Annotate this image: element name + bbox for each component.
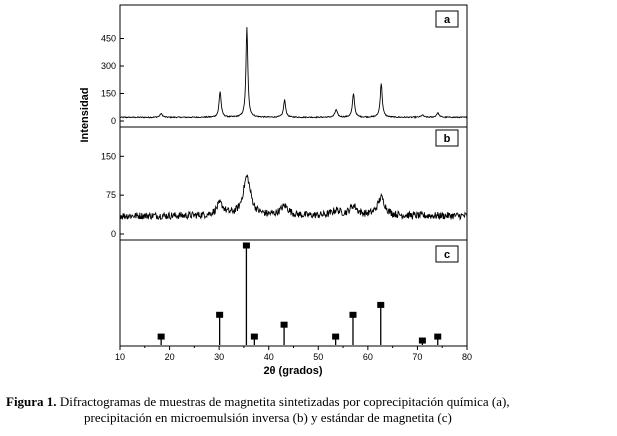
- series-a-line: [119, 27, 468, 119]
- panel-c-frame: [119, 239, 468, 347]
- panel-a-label-box: [435, 10, 459, 28]
- panel-a: 0 150 300 450 a: [101, 4, 468, 128]
- x-tick-label: 70: [412, 352, 422, 362]
- panel-c: c: [119, 239, 468, 347]
- reference-marker: [280, 321, 288, 328]
- panel-b-frame: [119, 126, 468, 241]
- x-axis: 10 20 30 40 50 60 70 80: [115, 346, 472, 362]
- y-axis-title: Intensidad: [79, 87, 91, 142]
- x-axis-title: 2θ (grados): [263, 365, 322, 377]
- caption-line-1: Difractogramas de muestras de magnetita …: [56, 394, 510, 409]
- panel-a-frame: [119, 4, 468, 128]
- panel-c-label: c: [444, 249, 450, 261]
- panel-b-label: b: [444, 133, 451, 145]
- y-tick-label: 150: [101, 89, 116, 99]
- y-tick-label: 0: [111, 116, 116, 126]
- panel-a-label: a: [444, 14, 451, 26]
- x-tick-label: 50: [313, 352, 323, 362]
- caption-prefix: Figura 1.: [6, 394, 57, 409]
- y-tick-label: 450: [101, 34, 116, 44]
- x-tick-label: 10: [115, 352, 125, 362]
- panel-c-label-box: [435, 245, 459, 263]
- x-tick-label: 40: [264, 352, 274, 362]
- panel-b-label-box: [435, 129, 459, 147]
- x-tick-label: 60: [363, 352, 373, 362]
- y-tick-label: 150: [101, 151, 116, 161]
- x-tick-label: 80: [462, 352, 472, 362]
- reference-marker: [332, 333, 340, 340]
- reference-marker: [434, 333, 442, 340]
- reference-marker: [418, 337, 426, 344]
- y-tick-label: 300: [101, 61, 116, 71]
- figure-caption: Figura 1. Difractogramas de muestras de …: [6, 394, 612, 426]
- y-tick-label: 75: [106, 190, 116, 200]
- reference-marker: [216, 311, 224, 318]
- reference-marker: [250, 333, 258, 340]
- x-tick-label: 20: [165, 352, 175, 362]
- reference-marker: [157, 333, 165, 340]
- x-tick-label: 30: [214, 352, 224, 362]
- caption-line-2: precipitación en microemulsión inversa (…: [84, 410, 452, 425]
- xrd-figure: 0 150 300 450 a 0 75 150 b c 10 20 30 40 50 60 70 80 2…: [79, 4, 472, 377]
- series-b-line: [119, 173, 468, 221]
- reference-marker: [349, 311, 357, 318]
- reference-marker: [377, 301, 385, 308]
- reference-marker: [242, 242, 250, 249]
- panel-b: 0 75 150 b: [101, 126, 468, 241]
- y-tick-label: 0: [111, 229, 116, 239]
